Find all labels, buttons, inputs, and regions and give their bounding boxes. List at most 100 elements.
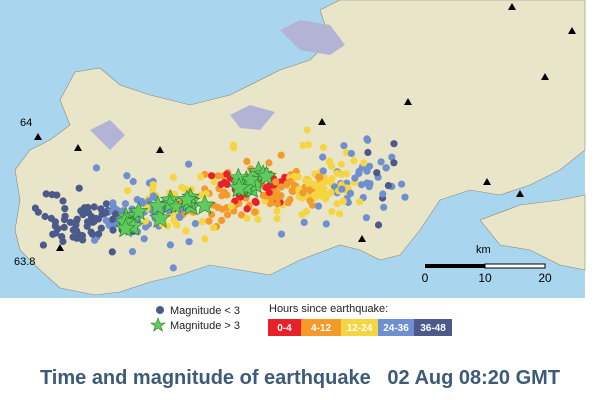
land-east xyxy=(479,194,586,271)
quake xyxy=(218,205,226,213)
quake xyxy=(300,218,308,226)
quake xyxy=(124,187,132,195)
quake xyxy=(299,141,307,149)
hours-label: 36-48 xyxy=(420,323,446,334)
scale-unit: km xyxy=(476,244,491,256)
quake xyxy=(333,200,341,208)
quake xyxy=(166,241,174,249)
quake xyxy=(333,169,341,177)
quake xyxy=(326,157,334,165)
lava-field xyxy=(230,105,275,130)
quake xyxy=(58,233,66,241)
quake xyxy=(223,191,231,199)
quake xyxy=(342,170,350,178)
quake xyxy=(346,189,355,197)
legend-dot xyxy=(156,306,164,314)
quake xyxy=(191,220,199,228)
quake xyxy=(197,173,205,181)
quake xyxy=(382,164,390,172)
hours-label: 4-12 xyxy=(311,323,331,334)
quake xyxy=(277,183,285,191)
hours-label: 24-36 xyxy=(383,323,409,334)
quake xyxy=(398,180,406,188)
quake xyxy=(111,210,120,218)
quake xyxy=(306,197,314,205)
quake xyxy=(209,224,218,232)
quake xyxy=(340,142,348,150)
quake xyxy=(87,228,95,236)
lat-label: 63.8 xyxy=(14,256,35,268)
quake xyxy=(98,210,106,218)
quake xyxy=(305,186,314,194)
quake xyxy=(77,207,85,215)
lava-field xyxy=(280,20,345,55)
quake xyxy=(51,218,60,226)
quake xyxy=(109,226,117,234)
quake-star xyxy=(194,194,216,215)
hours-box xyxy=(341,319,378,336)
quake xyxy=(252,198,260,207)
quake xyxy=(220,178,228,187)
quake xyxy=(102,216,110,225)
legend-title: Hours since earthquake: xyxy=(269,303,388,315)
quake xyxy=(337,160,345,168)
quake xyxy=(60,223,68,231)
quake xyxy=(128,248,137,256)
quake xyxy=(390,140,398,148)
quake-star xyxy=(256,165,277,186)
quake xyxy=(272,178,280,186)
quake xyxy=(289,188,297,196)
quake xyxy=(185,238,193,246)
quake xyxy=(388,153,396,161)
quake xyxy=(141,217,149,225)
quake xyxy=(91,236,99,244)
quake xyxy=(316,173,324,182)
quake xyxy=(384,182,392,190)
hours-box xyxy=(268,319,301,336)
quake xyxy=(356,198,364,206)
quake xyxy=(59,197,67,205)
quake xyxy=(97,224,105,232)
quake xyxy=(109,199,117,207)
quake xyxy=(312,182,320,190)
quake xyxy=(97,205,105,213)
quake xyxy=(273,200,281,208)
quake xyxy=(149,181,157,189)
quake xyxy=(363,167,371,175)
quake xyxy=(73,215,81,223)
quake xyxy=(149,192,157,200)
quake xyxy=(202,190,210,198)
quake-star xyxy=(228,177,250,198)
quake xyxy=(364,148,372,157)
quake xyxy=(198,218,206,226)
quake xyxy=(254,215,262,224)
quake xyxy=(373,169,381,177)
quake xyxy=(170,216,178,225)
legend-label: Magnitude > 3 xyxy=(170,320,240,332)
quake xyxy=(319,189,327,197)
quake xyxy=(230,141,238,149)
quake xyxy=(338,185,346,193)
hours-box xyxy=(378,319,414,336)
scale-tick: 0 xyxy=(422,271,429,285)
scale-tick: 20 xyxy=(538,271,552,285)
map: 64 63.8 km 0 10 20 Magnitude < 3 Magnitu… xyxy=(0,0,586,336)
quake xyxy=(243,214,251,222)
quake xyxy=(319,143,327,151)
quake xyxy=(319,167,327,175)
quake xyxy=(75,231,83,239)
quake xyxy=(277,230,286,238)
quake xyxy=(218,216,226,224)
scale-bar xyxy=(425,263,546,269)
quake xyxy=(314,202,323,210)
quake-star xyxy=(147,194,169,216)
quake xyxy=(95,230,103,238)
quake xyxy=(379,190,387,198)
quake xyxy=(243,157,251,165)
quake xyxy=(357,181,366,189)
quake xyxy=(362,214,370,222)
quake xyxy=(201,235,209,243)
quake xyxy=(351,174,359,182)
quake-star xyxy=(149,206,172,228)
